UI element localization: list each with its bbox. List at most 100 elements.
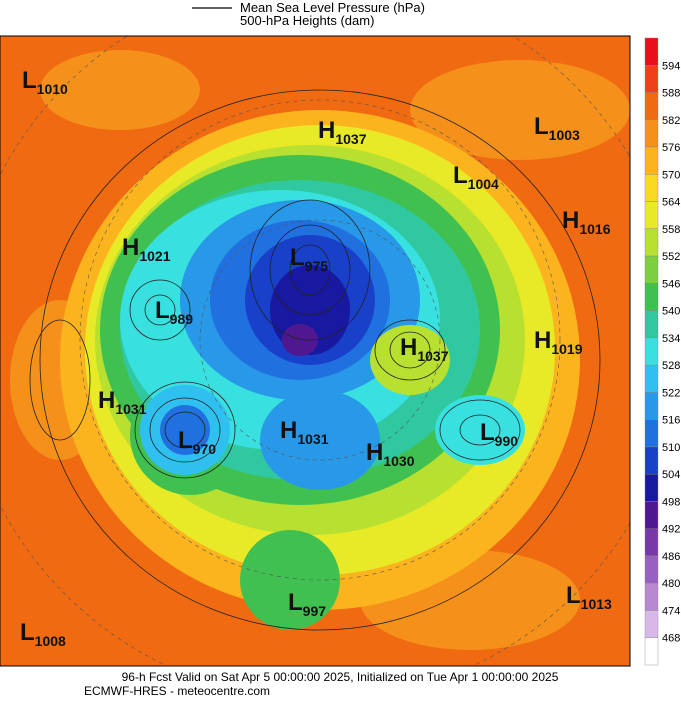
colorbar-swatch [644,255,659,284]
center-value: 1031 [115,401,146,417]
center-kind: L [566,582,581,609]
pressure-center: H1016 [562,207,611,237]
colorbar-label: 516 [662,415,680,427]
colorbar-swatch [644,92,659,120]
colorbar-swatch [644,501,659,529]
pressure-center: H1031 [98,387,147,417]
colorbar-label: 468 [662,633,680,645]
pressure-center: L990 [480,419,518,449]
pressure-center: L1004 [453,162,499,192]
colorbar-label: 522 [662,387,680,399]
pressure-center: L1010 [22,67,68,97]
center-kind: H [98,387,115,414]
colorbar-swatch [644,446,659,475]
colorbar-label: 510 [662,442,680,454]
colorbar-label: 552 [662,251,680,263]
pressure-center: H1030 [366,439,415,469]
center-kind: L [288,589,303,616]
colorbar-label: 528 [662,360,680,372]
center-value: 975 [305,258,329,274]
pressure-center: H1021 [122,234,171,264]
colorbar-swatch [644,555,659,584]
colorbar-label: 564 [662,197,680,209]
colorbar-swatch [644,610,659,638]
colorbar-label: 594 [662,60,680,72]
center-value: 1004 [468,176,499,192]
pressure-center: H1031 [280,417,329,447]
center-value: 1010 [37,81,68,97]
pressure-center: L1013 [566,582,612,612]
footer-credit: ECMWF-HRES - meteocentre.com [84,684,270,698]
center-kind: L [178,427,193,454]
center-kind: H [400,334,417,361]
colorbar-label: 492 [662,524,680,536]
colorbar-label: 480 [662,578,680,590]
map-frame [0,35,631,667]
center-kind: L [480,419,495,446]
colorbar-swatch [644,228,659,257]
center-kind: L [453,162,468,189]
pressure-center: H1037 [400,334,449,364]
pressure-center: H1019 [534,327,583,357]
pressure-center: L975 [290,244,328,274]
legend-fill-label: 500-hPa Heights (dam) [240,13,374,28]
center-value: 1031 [297,431,328,447]
center-value: 1021 [139,248,170,264]
colorbar-label: 570 [662,169,680,181]
center-value: 1013 [581,596,612,612]
colorbar-label: 474 [662,605,680,617]
colorbar-swatch [644,201,659,230]
colorbar-swatch [644,364,659,393]
colorbar-swatch [644,637,659,666]
footer-line: 96-h Fcst Valid on Sat Apr 5 00:00:00 20… [122,670,559,684]
colorbar-label: 498 [662,496,680,508]
center-value: 1003 [549,127,580,143]
center-value: 1008 [35,633,66,649]
colorbar-swatch [644,337,659,366]
center-value: 989 [170,311,194,327]
center-kind: H [534,327,551,354]
pressure-center: L1008 [20,619,66,649]
legend-line-label: Mean Sea Level Pressure (hPa) [240,0,425,15]
center-value: 1037 [335,131,366,147]
pressure-center: L989 [155,297,193,327]
colorbar-swatch [644,310,659,339]
center-value: 997 [303,603,327,619]
colorbar-swatch [644,419,659,448]
colorbar-swatch [644,583,659,611]
center-value: 1030 [383,453,414,469]
center-kind: L [20,619,35,646]
pressure-center: L970 [178,427,216,457]
colorbar-label: 558 [662,224,680,236]
center-value: 1037 [417,348,448,364]
pressure-center: L997 [288,589,326,619]
colorbar-swatch [644,528,659,557]
colorbar-swatch [644,119,659,148]
center-kind: H [318,117,335,144]
colorbar-label: 582 [662,115,680,127]
center-kind: L [155,297,170,324]
center-kind: H [122,234,139,261]
colorbar-swatch [644,37,659,66]
colorbar-swatch [644,283,659,311]
center-kind: H [280,417,297,444]
colorbar-swatch [644,392,659,420]
colorbar-swatch [644,174,659,202]
colorbar-label: 504 [662,469,680,481]
center-value: 1016 [579,221,610,237]
center-value: 1019 [551,341,582,357]
colorbar-swatch [644,473,659,502]
pressure-center: H1037 [318,117,367,147]
pressure-center: L1003 [534,113,580,143]
colorbar-label: 546 [662,278,680,290]
center-kind: L [290,244,305,271]
colorbar-label: 486 [662,551,680,563]
colorbar-label: 588 [662,88,680,100]
colorbar-swatch [644,65,659,93]
colorbar-swatch [644,146,659,175]
center-value: 990 [495,433,519,449]
center-kind: L [22,67,37,94]
center-kind: H [366,439,383,466]
